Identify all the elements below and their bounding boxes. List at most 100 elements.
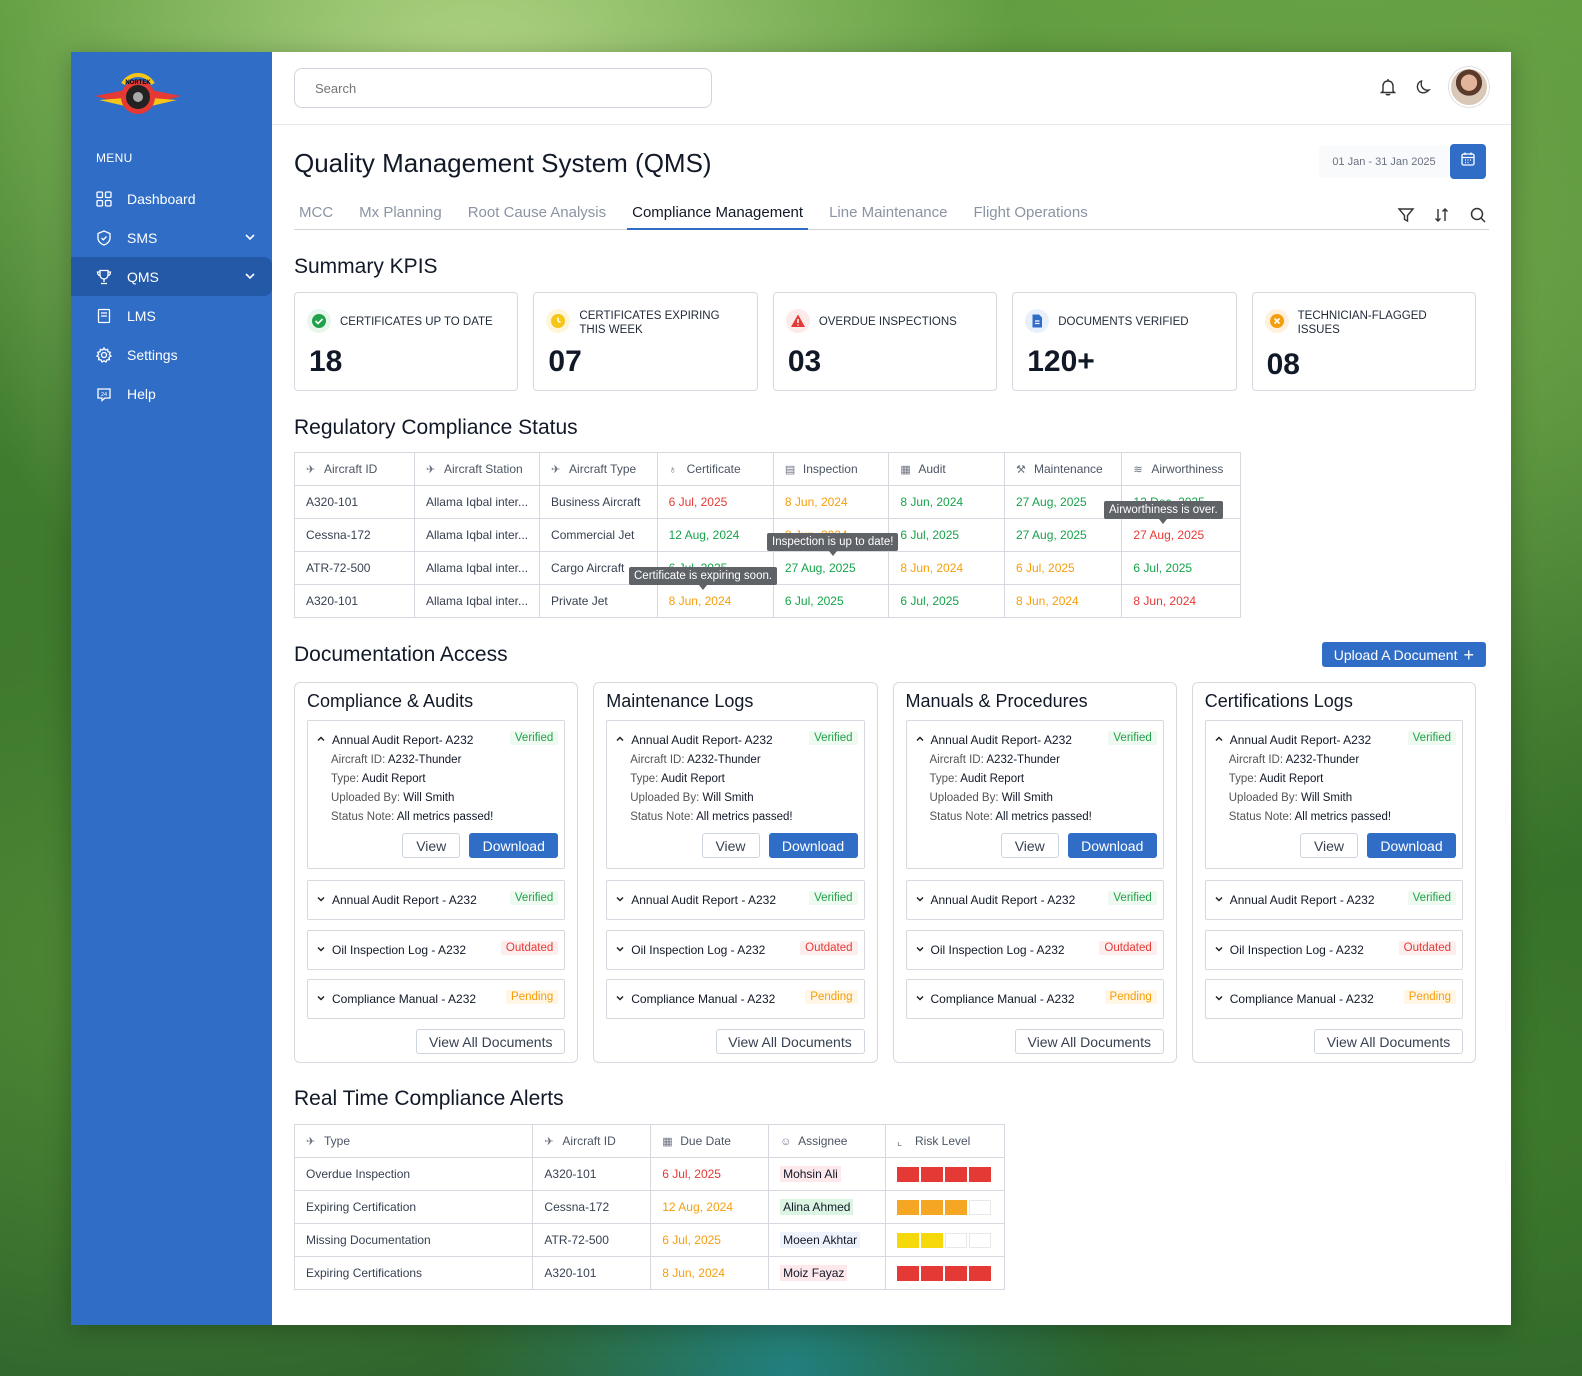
chevron-down-icon[interactable] (615, 944, 631, 957)
cell-audit[interactable]: 8 Jun, 2024 (888, 551, 1005, 585)
tab-mx-planning[interactable]: Mx Planning (359, 204, 442, 221)
assignee-pill[interactable]: Moeen Akhtar (780, 1232, 861, 1248)
cell-maintenance[interactable]: 27 Aug, 2025 (1003, 485, 1123, 519)
avatar[interactable] (1449, 67, 1489, 107)
cell-certificate[interactable]: 12 Aug, 2024 (656, 518, 774, 552)
column-header[interactable]: ✈ Type (293, 1124, 534, 1158)
chevron-up-icon[interactable] (1214, 734, 1230, 747)
search-icon[interactable] (1467, 204, 1489, 226)
doc-item-expanded[interactable]: Annual Audit Report- A232 Verified Aircr… (905, 720, 1164, 869)
cell-airworthiness[interactable]: 6 Jul, 2025 (1121, 551, 1241, 585)
doc-item[interactable]: Annual Audit Report - A232 Verified (307, 880, 566, 920)
doc-item[interactable]: Compliance Manual - A232 Pending (307, 979, 566, 1019)
assignee-pill[interactable]: Moiz Fayaz (780, 1265, 848, 1281)
doc-item[interactable]: Oil Inspection Log - A232 Outdated (606, 930, 865, 970)
cell-airworthiness[interactable]: 8 Jun, 2024 (1121, 584, 1241, 618)
kpi-card[interactable]: CERTIFICATES EXPIRING THIS WEEK 07 (533, 292, 758, 391)
doc-item-header[interactable]: Annual Audit Report- A232 Verified (907, 721, 1163, 759)
nortek-logo[interactable]: NORTEK (95, 70, 181, 122)
cell-audit[interactable]: 6 Jul, 2025 (888, 518, 1005, 552)
view-all-documents-button[interactable]: View All Documents (416, 1029, 566, 1054)
table-row[interactable]: A320-101 Allama Iqbal inter... Private J… (294, 584, 1241, 618)
cell-certificate[interactable]: 8 Jun, 2024 (656, 584, 774, 618)
sort-icon[interactable] (1431, 204, 1453, 226)
sidebar-item-lms[interactable]: LMS (71, 296, 272, 335)
calendar-button[interactable] (1450, 144, 1486, 179)
table-row[interactable]: Expiring Certifications A320-101 8 Jun, … (293, 1256, 1006, 1290)
date-range[interactable]: 01 Jan - 31 Jan 2025 (1319, 146, 1449, 178)
sidebar-item-help[interactable]: 24 Help (71, 374, 272, 413)
doc-item-expanded[interactable]: Annual Audit Report- A232 Verified Aircr… (606, 720, 865, 869)
tab-flight-operations[interactable]: Flight Operations (973, 204, 1088, 221)
table-row[interactable]: Expiring Certification Cessna-172 12 Aug… (293, 1190, 1006, 1224)
chevron-down-icon[interactable] (1214, 944, 1230, 957)
kpi-card[interactable]: DOCUMENTS VERIFIED 120+ (1012, 292, 1237, 391)
view-all-documents-button[interactable]: View All Documents (1014, 1029, 1164, 1054)
cell-maintenance[interactable]: 6 Jul, 2025 (1003, 551, 1123, 585)
column-header[interactable]: ▤ Inspection (772, 452, 890, 486)
kpi-card[interactable]: TECHNICIAN-FLAGGED ISSUES 08 (1251, 292, 1477, 391)
download-button[interactable]: Download (1067, 833, 1157, 858)
table-row[interactable]: Missing Documentation ATR-72-500 6 Jul, … (293, 1223, 1006, 1257)
doc-item-header[interactable]: Annual Audit Report- A232 Verified (1206, 721, 1462, 759)
doc-item[interactable]: Oil Inspection Log - A232 Outdated (307, 930, 566, 970)
moon-icon[interactable] (1413, 76, 1435, 98)
column-header[interactable]: ▦ Due Date (650, 1124, 770, 1158)
view-button[interactable]: View (701, 833, 760, 858)
kpi-card[interactable]: CERTIFICATES UP TO DATE 18 (294, 292, 519, 391)
tab-line-maintenance[interactable]: Line Maintenance (829, 204, 948, 221)
chevron-up-icon[interactable] (316, 734, 332, 747)
cell-assignee[interactable]: Alina Ahmed (768, 1190, 886, 1224)
doc-item-expanded[interactable]: Annual Audit Report- A232 Verified Aircr… (1204, 720, 1463, 869)
search-input[interactable] (294, 68, 712, 108)
download-button[interactable]: Download (768, 833, 858, 858)
view-button[interactable]: View (1000, 833, 1059, 858)
chevron-down-icon[interactable] (316, 894, 332, 907)
doc-item[interactable]: Oil Inspection Log - A232 Outdated (1204, 930, 1463, 970)
chevron-down-icon[interactable] (316, 944, 332, 957)
column-header[interactable]: ✈ Aircraft ID (532, 1124, 652, 1158)
column-header[interactable]: ⚒ Maintenance (1003, 452, 1123, 486)
chevron-down-icon[interactable] (915, 944, 931, 957)
tab-root-cause-analysis[interactable]: Root Cause Analysis (467, 204, 607, 221)
doc-item[interactable]: Annual Audit Report - A232 Verified (905, 880, 1164, 920)
sidebar-item-sms[interactable]: SMS (71, 218, 272, 257)
chevron-down-icon[interactable] (915, 894, 931, 907)
chevron-down-icon[interactable] (244, 230, 256, 246)
cell-maintenance[interactable]: 8 Jun, 2024 (1003, 584, 1123, 618)
download-button[interactable]: Download (1367, 833, 1456, 858)
cell-maintenance[interactable]: 27 Aug, 2025 (1003, 518, 1123, 552)
column-header[interactable]: ▦ Audit (888, 452, 1005, 486)
doc-item-header[interactable]: Annual Audit Report- A232 Verified (607, 721, 863, 759)
doc-item[interactable]: Annual Audit Report - A232 Verified (606, 880, 865, 920)
chevron-down-icon[interactable] (244, 269, 256, 285)
cell-assignee[interactable]: Moiz Fayaz (768, 1256, 886, 1290)
cell-audit[interactable]: 8 Jun, 2024 (888, 485, 1005, 519)
chevron-down-icon[interactable] (1214, 993, 1230, 1006)
cell-inspection[interactable]: 6 Jul, 2025 (772, 584, 890, 618)
tab-mcc[interactable]: MCC (299, 204, 334, 221)
assignee-pill[interactable]: Alina Ahmed (780, 1199, 854, 1215)
sidebar-item-qms[interactable]: QMS (71, 257, 272, 296)
view-all-documents-button[interactable]: View All Documents (715, 1029, 865, 1054)
column-header[interactable]: ♁ Certificate (656, 452, 774, 486)
cell-inspection[interactable]: 8 Jun, 2024 (772, 485, 890, 519)
chevron-down-icon[interactable] (1214, 894, 1230, 907)
cell-airworthiness[interactable]: 27 Aug, 2025 (1121, 518, 1241, 552)
tab-compliance-management[interactable]: Compliance Management (627, 198, 809, 230)
column-header[interactable]: ✈ Aircraft ID (294, 452, 415, 486)
upload-document-button[interactable]: Upload A Document + (1321, 642, 1486, 667)
column-header[interactable]: ⌞ Risk Level (884, 1124, 1006, 1158)
chevron-up-icon[interactable] (615, 734, 631, 747)
kpi-card[interactable]: OVERDUE INSPECTIONS 03 (772, 292, 998, 391)
view-button[interactable]: View (402, 833, 461, 858)
assignee-pill[interactable]: Mohsin Ali (780, 1166, 841, 1182)
chevron-down-icon[interactable] (615, 993, 631, 1006)
bell-icon[interactable] (1377, 76, 1399, 98)
doc-item[interactable]: Oil Inspection Log - A232 Outdated (905, 930, 1164, 970)
sidebar-item-settings[interactable]: Settings (71, 335, 272, 374)
doc-item[interactable]: Compliance Manual - A232 Pending (606, 979, 865, 1019)
view-all-documents-button[interactable]: View All Documents (1314, 1029, 1463, 1054)
sidebar-item-dashboard[interactable]: Dashboard (71, 179, 272, 218)
doc-item-expanded[interactable]: Annual Audit Report- A232 Verified Aircr… (307, 720, 566, 869)
